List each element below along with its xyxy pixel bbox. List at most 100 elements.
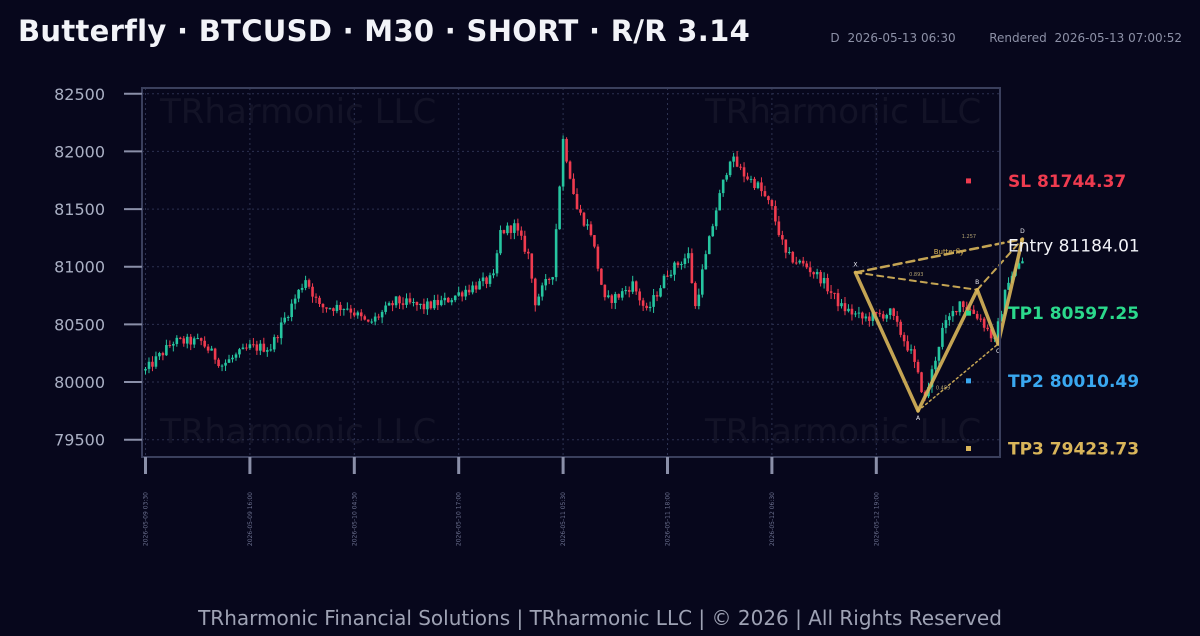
candle-body <box>617 294 621 298</box>
candle-body <box>822 277 826 284</box>
candle-body <box>614 294 617 303</box>
candle-body <box>506 225 509 234</box>
candle-body <box>707 236 711 255</box>
candle-body <box>641 300 645 306</box>
candle-body <box>398 296 401 304</box>
watermark: TRharmonic LLC <box>704 92 981 132</box>
candle-body <box>840 303 843 307</box>
candle-body <box>881 314 885 319</box>
pattern-ratio-label: 1.257 <box>962 234 976 240</box>
candle-body <box>638 291 641 301</box>
y-tick-label: 82000 <box>54 142 105 161</box>
candle-body <box>770 200 774 207</box>
candle-body <box>934 360 937 370</box>
candle-body <box>878 313 882 315</box>
candle-body <box>944 320 948 328</box>
candle-body <box>815 271 819 275</box>
candle-body <box>551 277 554 280</box>
candle-body <box>297 289 300 299</box>
rendered-time: 2026-05-13 07:00:52 <box>1054 31 1182 45</box>
candle-body <box>586 224 589 226</box>
candle-body <box>756 182 760 189</box>
candle-body <box>798 260 802 263</box>
candle-body <box>210 348 213 351</box>
price-chart: TRharmonic LLC TRharmonic LLC TRharmonic L… <box>54 85 1140 546</box>
candle-body <box>704 254 708 270</box>
candle-body <box>808 267 812 273</box>
candle-body <box>321 303 325 308</box>
candle-body <box>742 167 746 177</box>
candle-body <box>572 178 575 195</box>
candle-body <box>648 306 652 309</box>
candle-body <box>767 196 770 201</box>
candle-body <box>377 316 380 318</box>
pattern-ratio-line <box>854 237 1024 274</box>
level-label-tp1: TP1 80597.25 <box>1008 304 1139 324</box>
candle-body <box>168 345 172 347</box>
pattern-point-label: C <box>996 348 1000 355</box>
candle-body <box>412 301 415 303</box>
candle-body <box>252 344 255 346</box>
candle-body <box>1017 263 1021 269</box>
candle-body <box>1000 314 1003 322</box>
candle-body <box>533 278 537 306</box>
candle-body <box>725 175 728 180</box>
candle-body <box>408 298 412 303</box>
candle-body <box>735 156 739 167</box>
candle-body <box>272 337 276 350</box>
candle-body <box>607 295 610 298</box>
candle-body <box>721 179 725 194</box>
watermark: TRharmonic LLC <box>159 92 436 132</box>
pattern-leg <box>996 237 1025 346</box>
candle-body <box>346 308 349 310</box>
watermark: TRharmonic LLC <box>159 412 436 452</box>
x-tick-label: 2026-05-09 03:30 <box>143 492 150 546</box>
candle-body <box>989 329 993 339</box>
candle-body <box>784 239 788 253</box>
pattern-leg <box>916 288 979 413</box>
candle-body <box>554 229 558 278</box>
y-tick-label: 79500 <box>54 431 105 450</box>
candle-body <box>495 253 499 274</box>
candle-body <box>234 354 238 358</box>
candle-body <box>353 312 356 316</box>
rendered-prefix: Rendered <box>989 31 1047 45</box>
level-marker <box>966 310 971 316</box>
candle-body <box>269 349 273 351</box>
level-marker <box>966 178 971 184</box>
candle-body <box>384 305 387 312</box>
candle-body <box>728 161 732 176</box>
level-marker <box>966 378 971 384</box>
pattern-leg <box>975 288 1000 346</box>
candle-body <box>836 293 840 307</box>
candle-body <box>857 312 861 314</box>
candle-body <box>217 359 220 367</box>
candle-body <box>255 344 259 351</box>
candle-body <box>826 277 829 292</box>
candle-body <box>481 277 485 282</box>
candle-body <box>788 251 791 253</box>
candle-body <box>189 336 193 345</box>
chart-title: Butterfly · BTCUSD · M30 · SHORT · R/R 3… <box>18 14 751 48</box>
candle-body <box>979 318 982 320</box>
candle-body <box>471 285 474 293</box>
candle-body <box>906 341 909 351</box>
x-tick-label: 2026-05-11 05:30 <box>560 492 567 546</box>
pattern-ratio-label: 0.893 <box>909 272 923 278</box>
candle-body <box>687 253 690 259</box>
candle-body <box>144 368 147 371</box>
level-label-tp3: TP3 79423.73 <box>1008 439 1139 459</box>
candle-body <box>558 186 561 230</box>
candle-body <box>307 280 311 287</box>
candle-body <box>868 316 871 321</box>
candle-body <box>335 304 339 312</box>
candle-body <box>909 349 913 351</box>
candle-body <box>460 292 464 297</box>
candle-body <box>753 178 756 189</box>
candle-body <box>488 275 492 284</box>
level-label-sl: SL 81744.37 <box>1008 172 1126 192</box>
candle-body <box>342 309 346 311</box>
candle-body <box>279 322 283 339</box>
data-time-prefix: D <box>830 31 840 45</box>
candle-body <box>829 291 833 293</box>
